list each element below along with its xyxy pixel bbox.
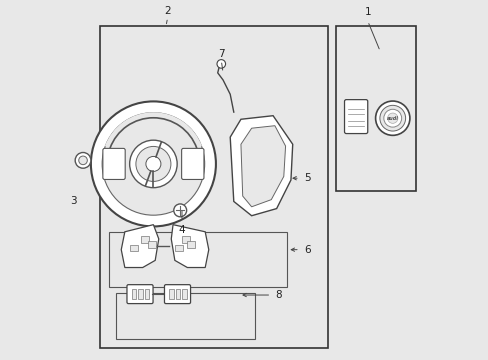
Bar bbox=[335, 26, 415, 191]
Circle shape bbox=[136, 147, 171, 181]
Text: audi: audi bbox=[386, 116, 398, 121]
Circle shape bbox=[217, 60, 225, 68]
Polygon shape bbox=[230, 116, 292, 216]
Text: 1: 1 bbox=[364, 8, 370, 18]
Circle shape bbox=[91, 102, 216, 226]
Polygon shape bbox=[241, 126, 285, 207]
Circle shape bbox=[129, 140, 177, 188]
Bar bbox=[175, 245, 183, 251]
Bar bbox=[116, 293, 255, 339]
Circle shape bbox=[379, 105, 405, 131]
Bar bbox=[148, 242, 156, 248]
Bar bbox=[169, 289, 173, 299]
FancyBboxPatch shape bbox=[102, 148, 125, 180]
Circle shape bbox=[173, 204, 186, 217]
Bar bbox=[182, 236, 189, 243]
Text: 5: 5 bbox=[304, 173, 310, 183]
Bar bbox=[108, 232, 287, 287]
Bar bbox=[141, 236, 148, 243]
Bar bbox=[100, 26, 328, 348]
Circle shape bbox=[375, 101, 409, 135]
Text: 8: 8 bbox=[274, 290, 281, 300]
Bar bbox=[182, 289, 186, 299]
Text: 3: 3 bbox=[70, 197, 77, 206]
Bar bbox=[138, 289, 142, 299]
Circle shape bbox=[102, 113, 204, 215]
Bar bbox=[176, 289, 180, 299]
Bar bbox=[187, 242, 195, 248]
Bar bbox=[132, 289, 136, 299]
FancyBboxPatch shape bbox=[344, 100, 367, 134]
Circle shape bbox=[145, 157, 161, 171]
Circle shape bbox=[79, 156, 87, 165]
Bar bbox=[130, 245, 138, 251]
Circle shape bbox=[383, 109, 401, 127]
FancyBboxPatch shape bbox=[164, 285, 190, 303]
Text: 4: 4 bbox=[178, 225, 185, 235]
Polygon shape bbox=[121, 225, 159, 267]
FancyBboxPatch shape bbox=[127, 285, 153, 303]
Text: 2: 2 bbox=[164, 6, 171, 17]
Bar bbox=[144, 289, 149, 299]
Polygon shape bbox=[171, 225, 208, 267]
Text: 7: 7 bbox=[218, 49, 224, 59]
Text: 6: 6 bbox=[304, 245, 310, 255]
Circle shape bbox=[75, 153, 91, 168]
Circle shape bbox=[387, 113, 397, 123]
FancyBboxPatch shape bbox=[181, 148, 203, 180]
